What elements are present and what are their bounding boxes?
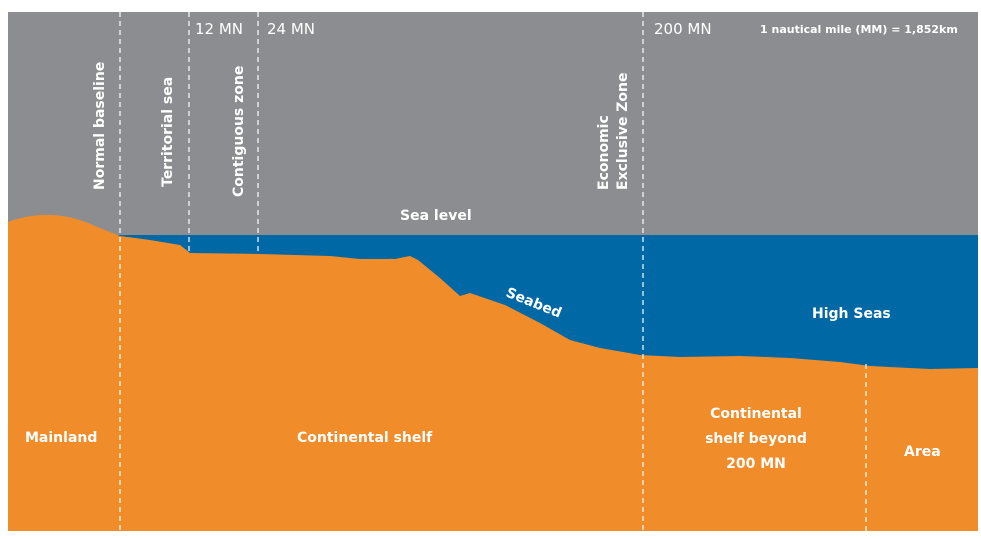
beyond-shelf-label-line1: Continental xyxy=(710,406,802,422)
high-seas-label: High Seas xyxy=(812,306,891,322)
twenty-four-mn-label: 24 MN xyxy=(267,20,315,38)
eez-label-line1: Economic xyxy=(596,115,612,190)
mainland-label: Mainland xyxy=(25,430,97,446)
sky-area xyxy=(8,12,978,236)
beyond-shelf-label-line3: 200 MN xyxy=(726,456,786,472)
sea-level-label: Sea level xyxy=(400,208,472,224)
land-mass xyxy=(8,214,978,532)
twelve-mn-label: 12 MN xyxy=(195,20,243,38)
eez-label-line2: Exclusive Zone xyxy=(615,72,631,190)
contiguous-zone-label: Contiguous zone xyxy=(231,66,247,197)
beyond-shelf-label-line2: shelf beyond xyxy=(705,431,807,447)
normal-baseline-label: Normal baseline xyxy=(92,62,108,190)
zone-boundaries xyxy=(119,12,867,531)
nautical-mile-note: 1 nautical mile (MM) = 1,852km xyxy=(760,23,958,36)
two-hundred-mn-label: 200 MN xyxy=(654,20,712,38)
continental-shelf-label: Continental shelf xyxy=(297,430,433,446)
area-label: Area xyxy=(904,444,941,460)
territorial-sea-label: Territorial sea xyxy=(160,77,176,187)
